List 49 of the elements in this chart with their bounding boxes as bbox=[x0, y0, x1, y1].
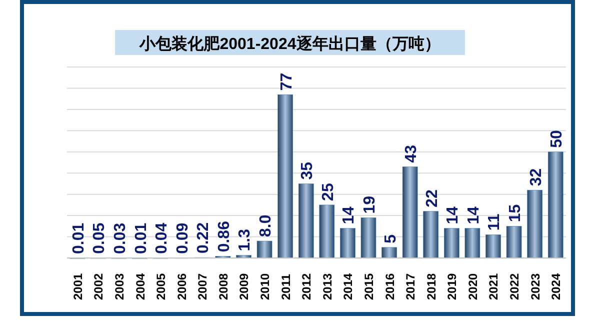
x-tick-label: 2016 bbox=[382, 272, 397, 300]
data-label: 19 bbox=[361, 196, 378, 214]
x-tick-label: 2011 bbox=[278, 274, 293, 300]
x-tick-label: 2020 bbox=[466, 272, 480, 300]
x-tick-label: 2019 bbox=[445, 272, 460, 300]
data-label: 11 bbox=[486, 214, 504, 231]
x-tick-label: 2010 bbox=[258, 272, 272, 300]
data-label: 0.03 bbox=[112, 222, 129, 254]
data-label: 8.0 bbox=[258, 214, 275, 238]
data-label: 14 bbox=[340, 206, 358, 224]
data-label: 22 bbox=[424, 189, 441, 208]
x-tick-label: 2005 bbox=[154, 272, 168, 300]
title: 小包装化肥2001-2024逐年出口量（万吨） bbox=[140, 36, 440, 53]
x-tick-label: 2009 bbox=[237, 272, 252, 300]
x-tick-label: 2002 bbox=[92, 272, 106, 300]
x-tick-label: 2015 bbox=[362, 272, 376, 300]
x-tick-label: 2018 bbox=[424, 272, 438, 300]
data-label: 50 bbox=[548, 130, 566, 148]
x-tick-label: 2007 bbox=[196, 272, 210, 300]
x-tick-label: 2006 bbox=[174, 272, 189, 300]
x-tick-label: 2001 bbox=[70, 272, 85, 300]
data-label: 32 bbox=[528, 168, 545, 186]
x-tick-label: 2004 bbox=[133, 272, 148, 300]
data-label: 0.04 bbox=[154, 222, 171, 254]
x-tick-label: 2024 bbox=[549, 272, 564, 300]
x-tick-label: 2012 bbox=[300, 272, 314, 300]
data-label: 14 bbox=[444, 206, 462, 224]
x-tick-label: 2003 bbox=[112, 272, 126, 300]
data-label: 0.01 bbox=[70, 222, 88, 254]
data-label: 77 bbox=[278, 72, 296, 91]
data-label: 0.86 bbox=[216, 220, 233, 252]
x-tick-label: 2021 bbox=[486, 272, 501, 300]
x-tick-label: 2022 bbox=[508, 272, 522, 300]
x-tick-label: 2008 bbox=[216, 272, 230, 300]
x-tick-label: 2017 bbox=[404, 272, 418, 300]
data-label: 15 bbox=[507, 204, 524, 222]
x-tick-label: 2013 bbox=[320, 272, 334, 300]
data-label: 43 bbox=[403, 144, 420, 163]
x-tick-label: 2014 bbox=[341, 272, 356, 300]
data-label: 14 bbox=[465, 206, 482, 224]
data-label: 25 bbox=[320, 183, 337, 201]
x-tick-label: 2023 bbox=[528, 272, 542, 300]
data-label: 0.01 bbox=[132, 222, 150, 254]
data-label: 0.05 bbox=[91, 222, 108, 254]
data-label: 35 bbox=[299, 162, 316, 180]
data-label: 5 bbox=[382, 234, 400, 244]
data-label: 0.09 bbox=[174, 222, 192, 254]
data-label: 0.22 bbox=[195, 222, 212, 254]
data-label: 1.3 bbox=[236, 228, 254, 252]
